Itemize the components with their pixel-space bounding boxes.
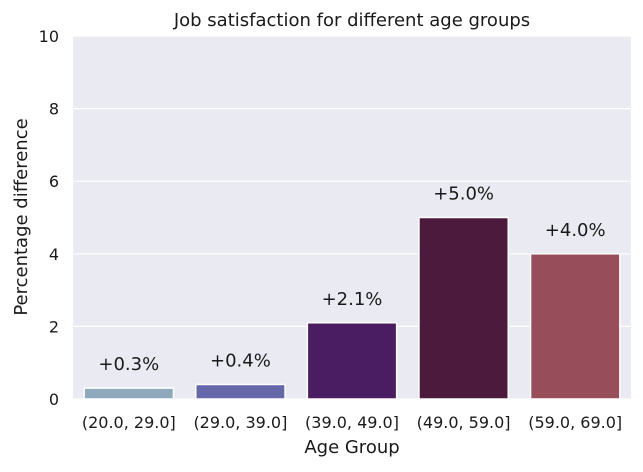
y-tick-labels: 0 2 4 6 8 10 bbox=[39, 27, 59, 409]
x-tick-label: (49.0, 59.0] bbox=[417, 413, 511, 432]
y-tick-label: 2 bbox=[49, 317, 59, 336]
x-tick-label: (29.0, 39.0] bbox=[193, 413, 287, 432]
x-tick-label: (39.0, 49.0] bbox=[305, 413, 399, 432]
data-label: +0.4% bbox=[210, 350, 271, 371]
data-label: +4.0% bbox=[545, 220, 606, 241]
y-tick-label: 6 bbox=[49, 172, 59, 191]
x-tick-label: (59.0, 69.0] bbox=[528, 413, 622, 432]
x-axis-label: Age Group bbox=[304, 437, 399, 458]
y-tick-label: 4 bbox=[49, 245, 59, 264]
bar bbox=[306, 322, 398, 400]
bar bbox=[83, 387, 175, 400]
bars bbox=[83, 216, 621, 400]
bar bbox=[418, 216, 509, 400]
y-tick-label: 8 bbox=[49, 100, 59, 119]
data-label: +0.3% bbox=[98, 354, 159, 375]
data-label: +2.1% bbox=[322, 289, 383, 310]
x-tick-label: (20.0, 29.0] bbox=[82, 413, 176, 432]
bar bbox=[195, 383, 286, 400]
chart-title: Job satisfaction for different age group… bbox=[173, 10, 530, 31]
y-tick-label: 0 bbox=[49, 390, 59, 409]
y-axis-label: Percentage difference bbox=[11, 118, 32, 315]
data-label: +5.0% bbox=[433, 184, 494, 205]
y-tick-label: 10 bbox=[39, 27, 59, 46]
data-labels: +0.3% +0.4% +2.1% +5.0% +4.0% bbox=[98, 184, 605, 376]
bar bbox=[529, 253, 621, 400]
x-tick-labels: (20.0, 29.0] (29.0, 39.0] (39.0, 49.0] (49.… bbox=[82, 413, 622, 432]
